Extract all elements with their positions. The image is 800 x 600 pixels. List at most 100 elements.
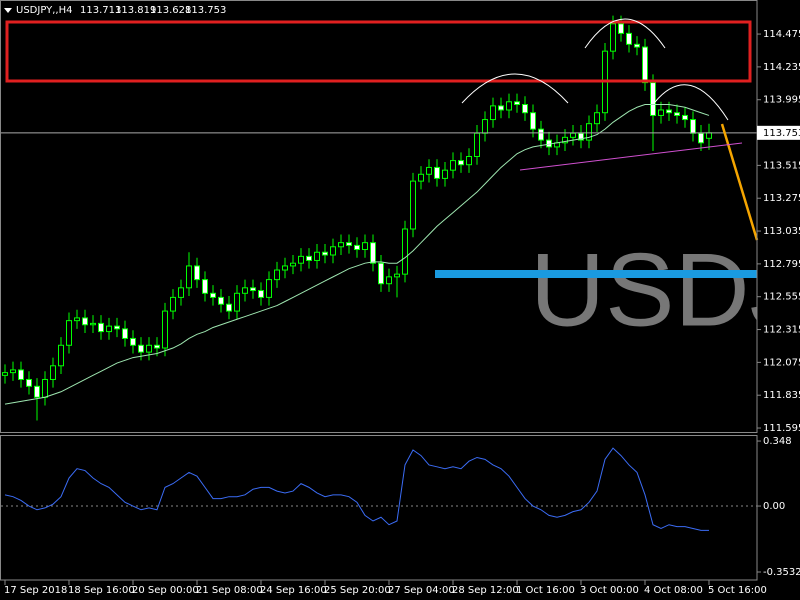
candle-body: [282, 265, 288, 271]
header-close: 113.753: [185, 5, 226, 16]
candle-body: [154, 344, 160, 349]
candle-body: [58, 344, 64, 367]
osc-tick-label: 0.00: [763, 501, 785, 512]
x-tick-label: 27 Sep 04:00: [388, 585, 455, 596]
symbol: USDJPY,,H4: [16, 5, 72, 16]
candle-body: [658, 109, 664, 116]
candle-body: [586, 123, 592, 141]
left-shoulder: [461, 73, 569, 104]
y-tick-label: 114.475: [763, 29, 800, 40]
candle-body: [434, 166, 440, 179]
candle-body: [618, 23, 624, 34]
header-high: 113.819: [115, 5, 156, 16]
candle-body: [250, 287, 256, 292]
annotations: [5, 18, 759, 278]
candle-body: [138, 344, 144, 353]
candle-body: [482, 119, 488, 134]
frame: [0, 0, 758, 581]
header: USDJPY,,H4 113.713 113.819 113.628 113.7…: [4, 5, 226, 16]
price-label: 113.753: [763, 128, 800, 139]
candle-body: [666, 109, 672, 114]
y-tick-label: 111.595: [763, 423, 800, 434]
menu-arrow: [4, 8, 12, 13]
x-tick-label: 3 Oct 00:00: [580, 585, 639, 596]
candle-body: [506, 101, 512, 111]
y-tick-label: 113.035: [763, 226, 800, 237]
oscillator-panel-border: [0, 435, 758, 581]
candle-body: [114, 325, 120, 330]
right-shoulder: [654, 84, 729, 121]
candle-body: [626, 32, 632, 45]
osc-tick-label: 0.348: [763, 436, 792, 447]
candle-body: [146, 344, 152, 353]
candle-body: [74, 317, 80, 322]
main-panel-border: [0, 0, 758, 433]
head: [584, 18, 666, 49]
price-label-box: [757, 125, 800, 140]
candle-body: [2, 372, 8, 376]
candle-body: [258, 290, 264, 298]
x-tick-label: 4 Oct 08:00: [644, 585, 703, 596]
candle-body: [610, 23, 616, 52]
candle-body: [98, 322, 104, 333]
candle-body: [458, 160, 464, 166]
candle-body: [66, 320, 72, 346]
candle-body: [442, 169, 448, 179]
x-tick-label: 25 Sep 20:00: [324, 585, 391, 596]
candle-body: [178, 287, 184, 298]
candle-body: [42, 378, 48, 398]
axes: 114.475 114.235 113.995 113.515 113.275 113.0…: [4, 29, 800, 596]
oscillator-line: [4, 447, 709, 531]
candle-body: [226, 303, 232, 312]
candle-body: [394, 273, 400, 278]
candle-body: [674, 112, 680, 116]
candle-body: [106, 325, 112, 333]
candle-body: [514, 101, 520, 106]
candle-body: [522, 104, 528, 114]
candle-body: [274, 269, 280, 281]
candle-body: [490, 105, 496, 121]
neckline: [519, 142, 743, 171]
candle-body: [530, 112, 536, 130]
moving-average: [4, 104, 710, 405]
candle-body: [130, 337, 136, 346]
x-tick-label: 5 Oct 16:00: [708, 585, 767, 596]
candle-body: [410, 180, 416, 230]
candle-body: [322, 251, 328, 256]
candle-body: [202, 279, 208, 294]
y-tick-label: 113.995: [763, 95, 800, 106]
header-open: 113.713: [80, 5, 121, 16]
header-low: 113.628: [150, 5, 191, 16]
candle-body: [186, 265, 192, 289]
candle-body: [594, 112, 600, 125]
candle-body: [538, 128, 544, 141]
candle-body: [26, 378, 32, 387]
candle-body: [330, 246, 336, 256]
candle-body: [218, 296, 224, 305]
candle-body: [346, 242, 352, 246]
y-tick-label: 112.795: [763, 259, 800, 270]
x-tick-label: 17 Sep 2018: [4, 585, 67, 596]
candle-body: [34, 385, 40, 398]
candle-body: [690, 119, 696, 134]
candle-body: [402, 228, 408, 275]
candle-body: [290, 262, 296, 267]
projection-arrow: [720, 123, 759, 241]
candle-body: [242, 287, 248, 294]
candle-body: [370, 242, 376, 264]
candle-body: [234, 292, 240, 312]
candle-body: [362, 242, 368, 251]
y-tick-label: 113.275: [763, 193, 800, 204]
candle-body: [634, 43, 640, 48]
candle-body: [314, 251, 320, 261]
candle-body: [50, 365, 56, 380]
candle-body: [210, 292, 216, 298]
candle-body: [426, 166, 432, 175]
candle-body: [82, 317, 88, 326]
candle-body: [450, 160, 456, 171]
candle-body: [642, 46, 648, 84]
y-tick-label: 112.075: [763, 357, 800, 368]
candle-body: [650, 82, 656, 116]
candle-body: [698, 132, 704, 144]
